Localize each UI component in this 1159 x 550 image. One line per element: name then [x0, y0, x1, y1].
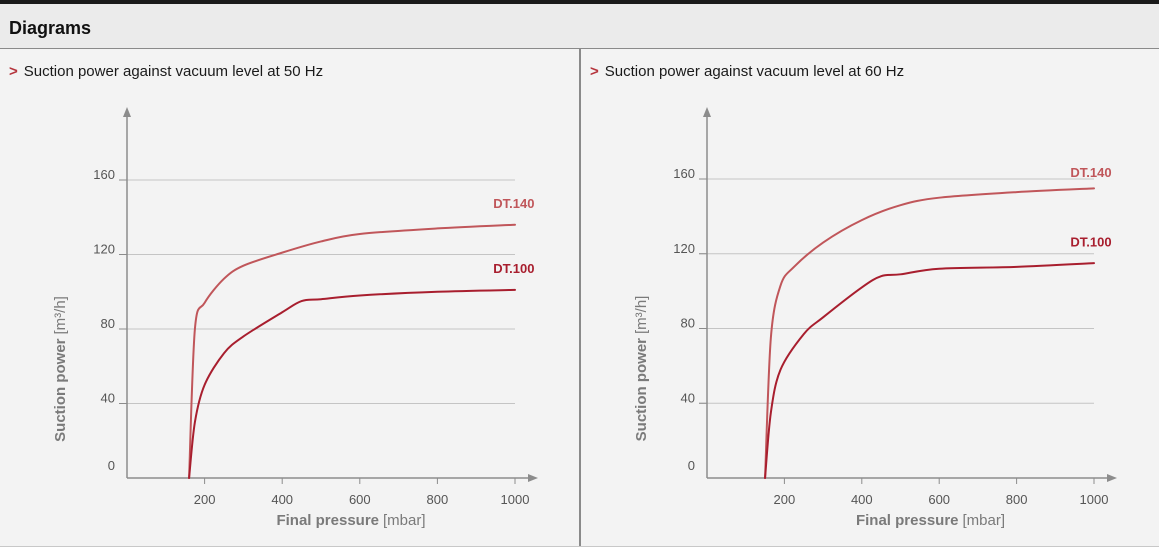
chevron-right-icon: >: [9, 63, 18, 80]
series-label: DT.100: [1070, 234, 1111, 249]
x-tick-label: 200: [774, 492, 796, 507]
x-axis-label-unit: [mbar]: [963, 512, 1006, 529]
x-tick-label: 400: [851, 492, 873, 507]
y-tick-label: 80: [101, 316, 115, 331]
y-tick-label: 40: [101, 391, 115, 406]
x-tick-label: 200: [194, 492, 216, 507]
chart-50hz: 0 40 80 120 160 200 400 600 800 1000 Final pressur…: [52, 107, 538, 529]
series-line-dt140: [188, 223, 516, 479]
x-axis-label-name: Final pressure: [856, 512, 959, 529]
y-tick-label: 0: [108, 458, 115, 473]
y-axis-label-name: Suction power: [52, 338, 69, 442]
x-tick-label: 800: [1006, 492, 1028, 507]
y-axis-arrow-icon: [123, 107, 131, 117]
chart-title-text: Suction power against vacuum level at 60…: [604, 63, 905, 80]
series-label: DT.140: [1070, 165, 1111, 180]
top-rule: [0, 0, 1159, 4]
series-line-dt140: [764, 187, 1095, 479]
x-tick-label: 600: [928, 492, 950, 507]
x-axis-label: Final pressure [mbar]: [276, 512, 425, 529]
series-line-dt100: [188, 288, 516, 479]
chevron-right-icon: >: [590, 63, 599, 80]
bottom-rule: [0, 546, 1159, 547]
y-tick-label: 0: [688, 458, 695, 473]
x-axis-label: Final pressure [mbar]: [856, 512, 1005, 529]
chart-title-60hz: > Suction power against vacuum level at 6…: [590, 63, 904, 80]
x-tick-label: 400: [271, 492, 293, 507]
series-label: DT.100: [493, 261, 534, 276]
chart-60hz: 0 40 80 120 160 200 400 600 800 1000 Final pressur…: [633, 107, 1117, 529]
y-axis-label-name: Suction power: [633, 338, 650, 442]
chart-panel-50hz: > Suction power against vacuum level at 5…: [0, 49, 579, 546]
section-title: Diagrams: [9, 18, 92, 38]
y-tick-label: 160: [93, 167, 115, 182]
x-tick-label: 600: [349, 492, 371, 507]
y-tick-label: 40: [681, 390, 695, 405]
panel-divider: [579, 49, 581, 546]
series-line-dt100: [764, 262, 1095, 479]
x-axis-arrow-icon: [528, 474, 538, 482]
y-tick-label: 80: [681, 316, 695, 331]
section-header: Diagrams: [0, 4, 1159, 49]
x-axis-label-name: Final pressure: [276, 512, 379, 529]
x-tick-label: 1000: [1080, 492, 1109, 507]
chart-panel-60hz: > Suction power against vacuum level at 6…: [581, 49, 1159, 546]
x-axis-label-unit: [mbar]: [383, 512, 426, 529]
y-tick-label: 120: [673, 241, 695, 256]
y-tick-label: 120: [93, 242, 115, 257]
y-axis-label-unit: [m³/h]: [633, 296, 650, 334]
chart-title-50hz: > Suction power against vacuum level at 5…: [9, 63, 323, 80]
y-axis-label-unit: [m³/h]: [52, 296, 69, 334]
x-axis-arrow-icon: [1107, 474, 1117, 482]
chart-title-text: Suction power against vacuum level at 50…: [23, 63, 324, 80]
y-tick-label: 160: [673, 166, 695, 181]
y-axis-label: Suction power [m³/h]: [633, 296, 650, 442]
series-label: DT.140: [493, 196, 534, 211]
y-axis-arrow-icon: [703, 107, 711, 117]
x-tick-label: 800: [427, 492, 449, 507]
x-tick-label: 1000: [501, 492, 530, 507]
y-axis-label: Suction power [m³/h]: [52, 296, 69, 442]
